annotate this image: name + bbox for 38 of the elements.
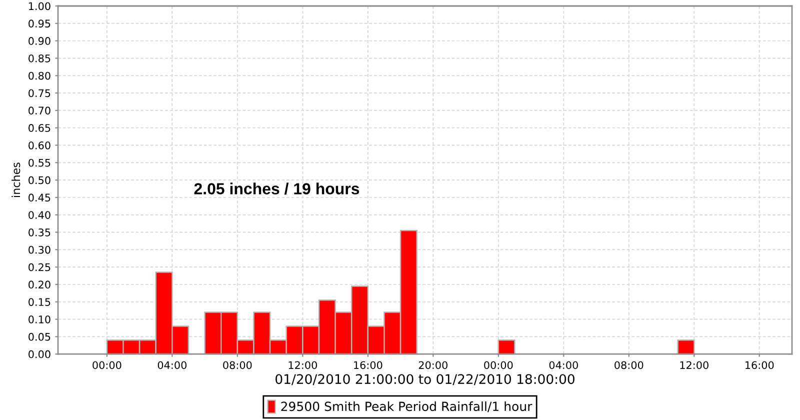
x-tick-label: 00:00 [92, 361, 122, 370]
y-tick-label: 0.10 [28, 315, 50, 324]
y-tick-label: 1.00 [29, 2, 50, 10]
x-axis-title: 01/20/2010 21:00:00 to 01/22/2010 18:00:00 [276, 374, 574, 386]
x-tick-label: 08:00 [223, 361, 252, 370]
y-tick-label: 0.50 [28, 176, 50, 184]
x-tick-label: 00:00 [484, 361, 513, 370]
y-tick-label: 0.70 [28, 106, 50, 115]
legend-label: 29500 Smith Peak Period Rainfall/1 hour [281, 401, 532, 412]
x-tick-label: 16:00 [746, 361, 774, 370]
bar [677, 340, 695, 354]
y-tick-label: 0.95 [28, 20, 50, 28]
bar [498, 340, 516, 354]
y-tick-label: 0.65 [28, 124, 50, 132]
y-tick-label: 0.30 [28, 246, 50, 254]
x-tick-label: 08:00 [614, 361, 644, 370]
y-tick-label: 0.75 [28, 89, 50, 98]
y-tick-label: 0.20 [28, 280, 50, 289]
x-tick-label: 12:00 [680, 361, 708, 370]
y-tick-label: 0.60 [28, 141, 50, 150]
y-tick-label: 0.25 [28, 263, 50, 272]
x-tick-label: 04:00 [158, 361, 186, 370]
y-tick-label: 0.55 [28, 158, 50, 167]
y-tick-label: 0.45 [28, 194, 50, 202]
y-tick-label: 0.85 [28, 54, 50, 62]
y-tick-label: 0.90 [28, 37, 50, 45]
y-tick-label: 0.80 [28, 72, 50, 80]
y-tick-label: 0.15 [28, 298, 50, 306]
annotation: 2.05 inches / 19 hours [194, 182, 360, 195]
y-tick-label: 0.00 [28, 350, 50, 358]
x-tick-label: 20:00 [418, 361, 448, 370]
y-axis-title: inches [12, 162, 20, 197]
x-tick-label: 12:00 [288, 361, 317, 370]
y-tick-label: 0.35 [28, 228, 50, 236]
y-tick-label: 0.40 [28, 211, 50, 219]
y-tick-label: 0.05 [28, 332, 50, 341]
x-tick-label: 16:00 [354, 361, 382, 370]
x-tick-label: 04:00 [549, 361, 578, 370]
